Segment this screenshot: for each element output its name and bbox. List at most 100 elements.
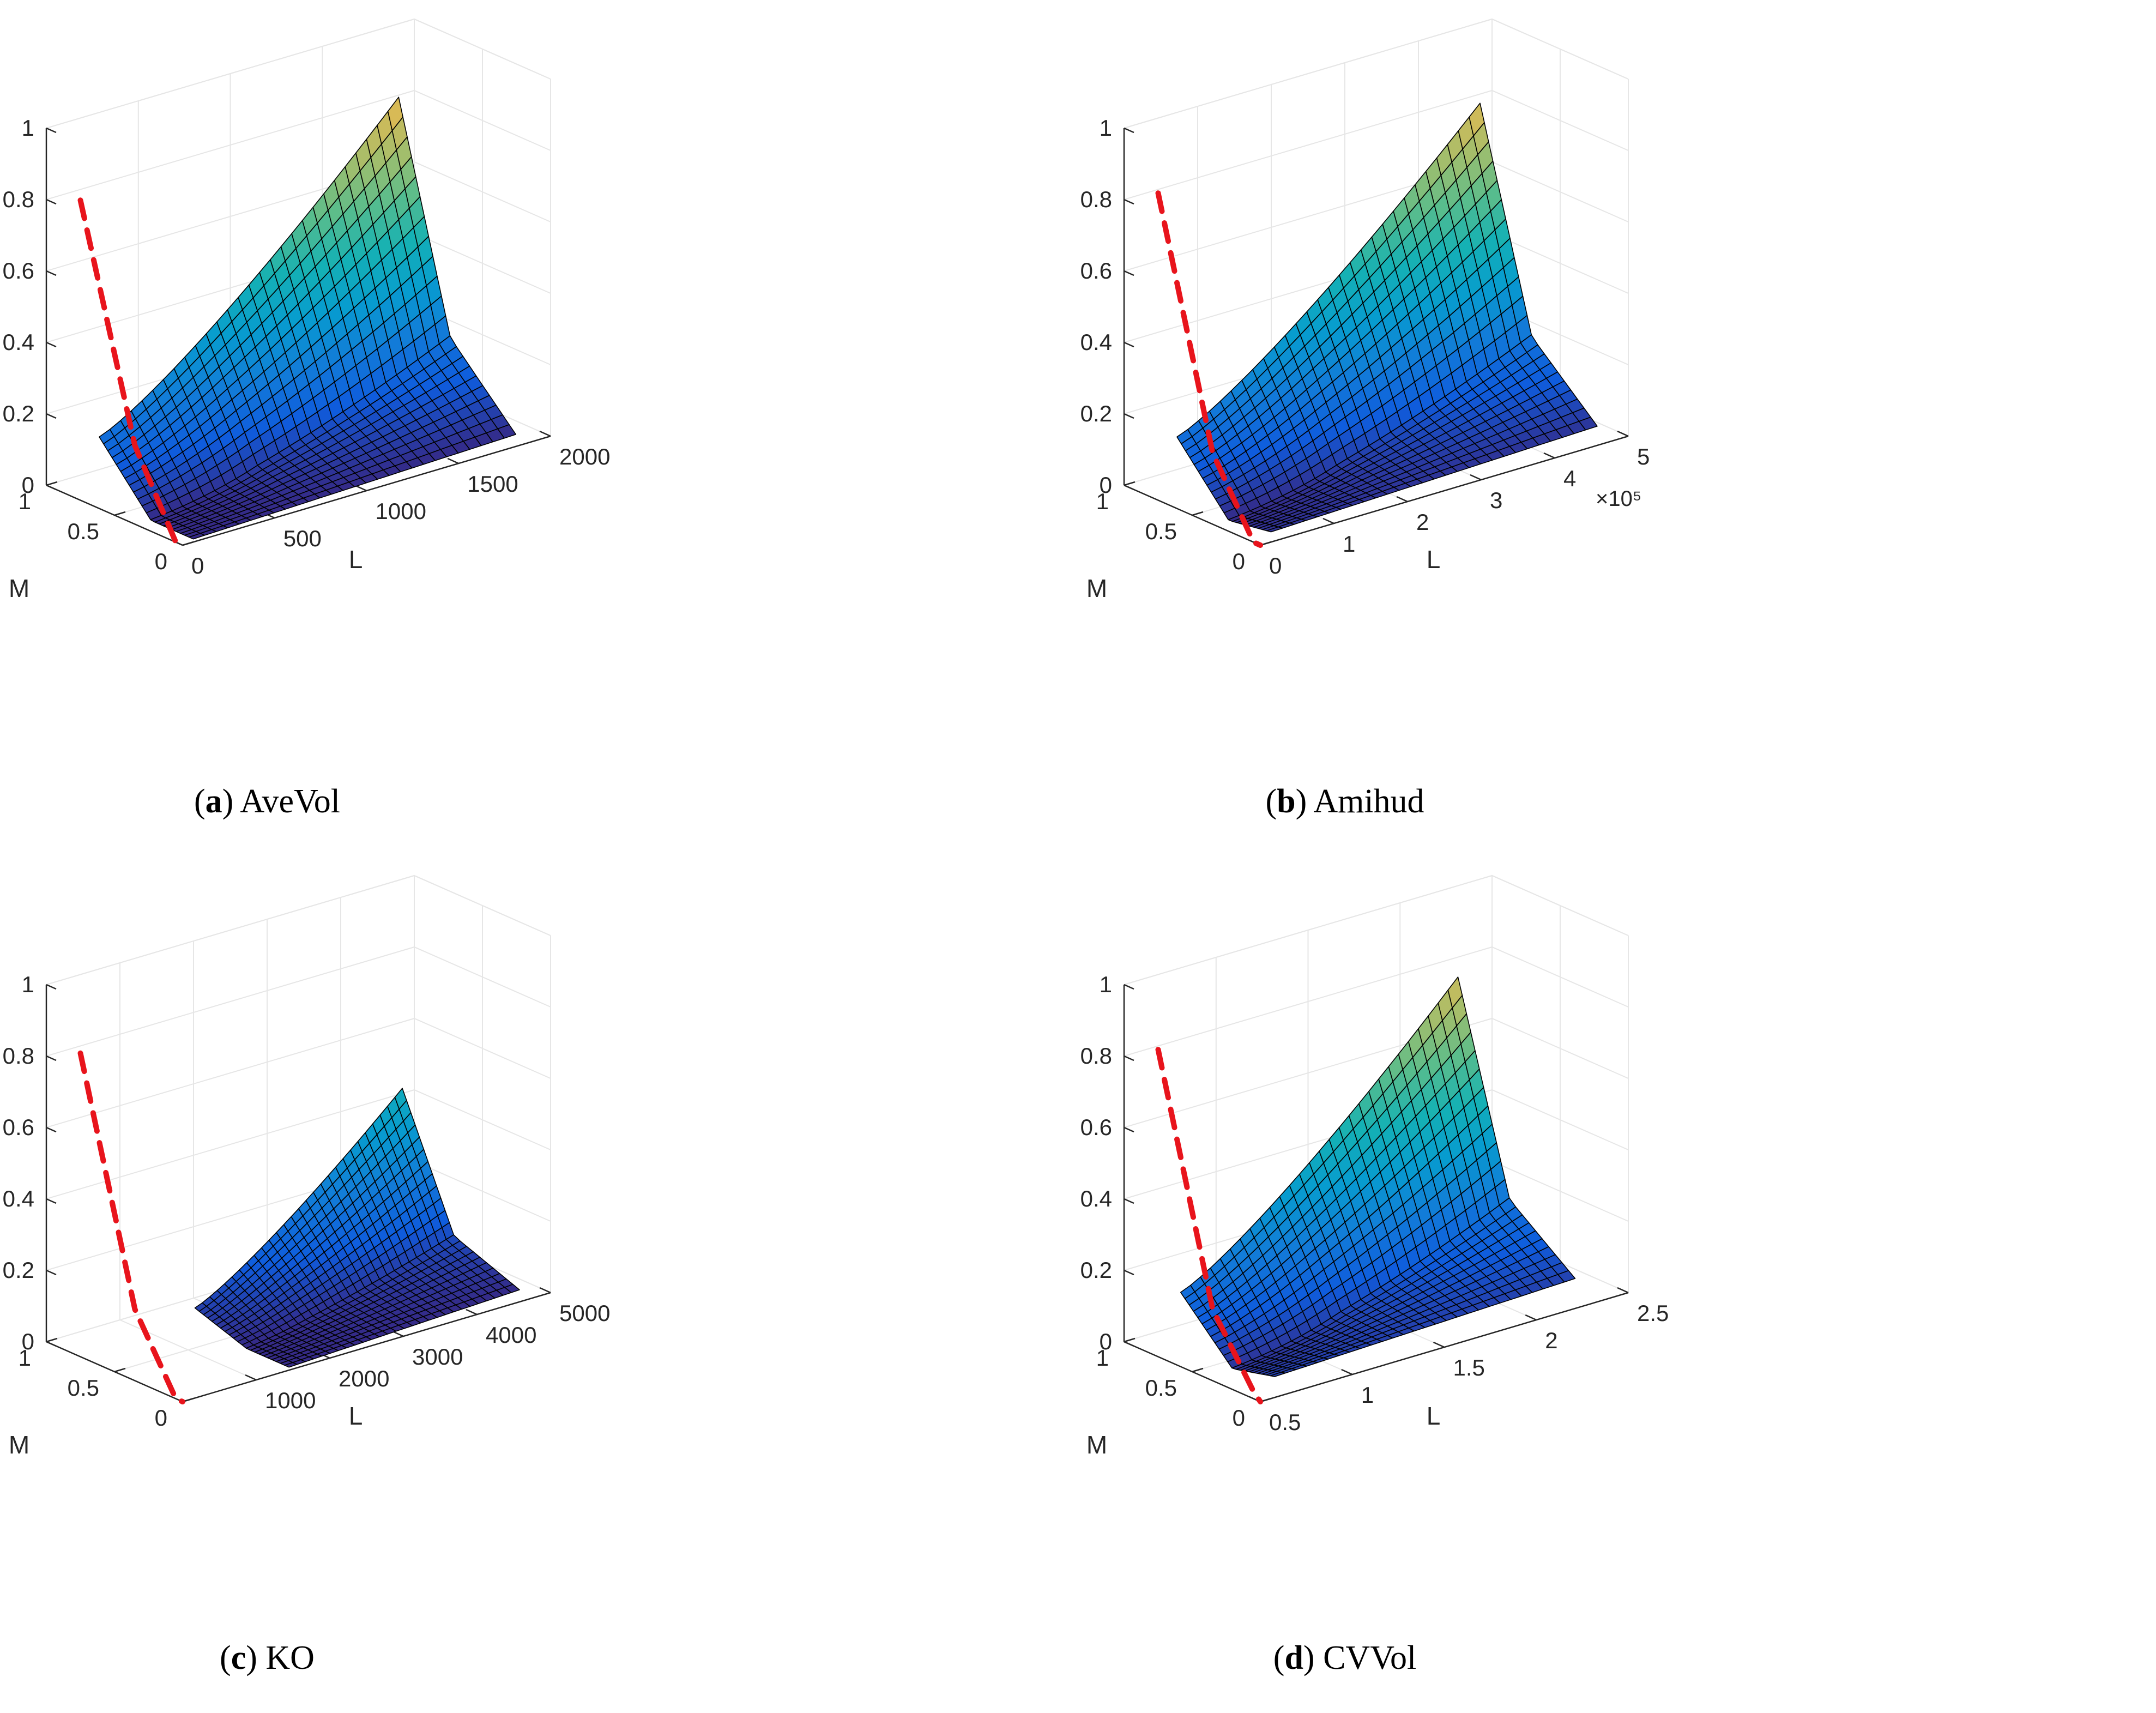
panel-c-z-tick-0 (46, 1341, 57, 1347)
panel-c-l-tick-label-1: 2000 (339, 1366, 389, 1391)
panel-b-l-tick-label-3: 3 (1490, 487, 1502, 513)
panel-c-z-tick-label-1: 0.2 (3, 1257, 34, 1283)
panel-a-l-tick-label-2: 1000 (376, 498, 426, 524)
panel-a-z-tick-4 (46, 198, 57, 205)
panel-b-l-tick-label-0: 0 (1269, 553, 1282, 578)
panel-a-l-tick-4 (539, 430, 551, 437)
panel-d-zgrid-4 (1124, 946, 1629, 1057)
panel-b-z-tick-label-0: 0 (1100, 472, 1112, 498)
panel-b-l-tick-label-4: 4 (1563, 466, 1576, 491)
panel-b-l-tick-3 (1470, 474, 1482, 481)
panel-d-l-axis-label: L (1427, 1402, 1441, 1430)
panel-b-z-tick-label-3: 0.6 (1080, 258, 1112, 284)
panel-a-z-tick-5 (46, 127, 57, 134)
panel-d-z-tick-2 (1124, 1198, 1134, 1204)
panel-d-z-tick-label-1: 0.2 (1080, 1257, 1112, 1283)
panel-d-surface-facet-27-0 (1557, 1270, 1576, 1283)
panel-c-axes: 00.20.40.60.8100.5110002000300040005000V… (3, 972, 611, 1459)
panel-a-zgrid-4 (46, 89, 551, 200)
panel-b-m-tick-label-2: 1 (1096, 488, 1109, 514)
panel-c-l-tick-label-4: 5000 (559, 1300, 610, 1326)
panel-c-zgrid-2 (46, 1089, 551, 1199)
panel-b-z-tick-4 (1124, 198, 1134, 205)
panel-b-zgrid-5 (1124, 18, 1629, 129)
panel-a-z-tick-1 (46, 413, 57, 419)
panel-d-m-tick-1 (1192, 1367, 1204, 1373)
panel-a-caption: (a) AveVol (194, 783, 340, 820)
panel-d-surface (1180, 976, 1576, 1377)
panel-c-lgrid-0 (119, 963, 257, 1380)
panel-b-l-axis-line (1260, 435, 1629, 546)
panel-a-l-tick-label-0: 0 (191, 553, 204, 578)
panel-c-z-tick-label-2: 0.4 (3, 1186, 34, 1211)
panel-c-surface-facet-27-0 (504, 1283, 520, 1293)
panel-a-m-axis-label: M (9, 574, 29, 602)
panel-d-z-tick-3 (1124, 1126, 1134, 1133)
panel-d-l-tick-label-1: 1 (1361, 1382, 1374, 1408)
panel-c-z-tick-label-4: 0.8 (3, 1043, 34, 1069)
panel-b-l-exponent: ×10⁵ (1596, 487, 1641, 511)
panel-d-l-tick-4 (1617, 1287, 1629, 1294)
panel-a-m-tick-1 (114, 511, 126, 516)
panel-c-z-tick-3 (46, 1126, 57, 1133)
panel-d-boundary-line (1155, 1047, 1263, 1404)
plot-c-svg: 00.20.40.60.8100.5110002000300040005000V… (3, 874, 611, 1676)
panel-c-z-tick-label-5: 1 (22, 972, 34, 997)
panel-d-z-tick-label-0: 0 (1100, 1329, 1112, 1354)
panel-c-m-tick-label-1: 0.5 (68, 1375, 99, 1401)
panel-a-l-tick-label-3: 1500 (467, 471, 518, 497)
panel-c-z-tick-label-3: 0.6 (3, 1114, 34, 1140)
panel-b-m-axis-label: M (1086, 574, 1107, 602)
panel-d-l-tick-1 (1341, 1368, 1353, 1376)
panel-d-z-tick-label-3: 0.6 (1080, 1114, 1112, 1140)
panel-a-z-tick-2 (46, 341, 57, 348)
panel-d-l-tick-label-3: 2 (1545, 1328, 1557, 1353)
panel-b-z-tick-2 (1124, 341, 1134, 348)
panel-d-z-tick-4 (1124, 1055, 1134, 1061)
panel-b-l-tick-label-1: 1 (1343, 531, 1355, 557)
panel-b-surface (1176, 102, 1598, 533)
panel-d-m-tick-label-0: 0 (1233, 1405, 1245, 1431)
panel-a-m-tick-0 (182, 541, 194, 546)
panel-c-l-tick-label-3: 4000 (486, 1322, 536, 1348)
panel-d-l-tick-label-2: 1.5 (1453, 1355, 1485, 1380)
panel-c-l-tick-3 (466, 1308, 478, 1316)
panel-c-l-tick-4 (539, 1287, 551, 1294)
panel-c-boundary-line (77, 1050, 185, 1404)
panel-c-zgrid-5 (46, 874, 551, 985)
panel-a-z-tick-0 (46, 484, 57, 491)
panel-a-l-axis-label: L (349, 545, 363, 574)
panel-c-z-tick-label-0: 0 (22, 1329, 34, 1354)
panel-b-l-tick-4 (1543, 452, 1555, 459)
panel-d-m-tick-2 (1124, 1337, 1136, 1343)
panel-d-l-tick-label-0: 0.5 (1269, 1409, 1301, 1435)
panel-c-l-axis-line (182, 1292, 551, 1403)
panel-a-m-tick-label-0: 0 (155, 548, 167, 574)
panel-b-m-tick-label-1: 0.5 (1145, 518, 1177, 544)
panel-d-box-top (1124, 874, 1629, 985)
panel-c-caption: (c) KO (220, 1639, 315, 1676)
panel-c-l-tick-0 (245, 1374, 257, 1381)
panel-a-z-tick-label-2: 0.4 (3, 329, 34, 355)
panel-c-m-tick-label-0: 0 (155, 1405, 167, 1431)
panel-b-l-axis-label: L (1427, 545, 1441, 574)
panel-d-m-axis-label: M (1086, 1431, 1107, 1459)
panel-b-caption: (b) Amihud (1265, 783, 1424, 820)
panel-c-z-tick-1 (46, 1269, 57, 1276)
panel-b-l-tick-label-5: 5 (1637, 444, 1650, 469)
panel-a-l-tick-3 (447, 457, 459, 465)
panel-b-z-tick-5 (1124, 127, 1134, 134)
panel-b-m-tick-label-0: 0 (1233, 548, 1245, 574)
panel-a-z-tick-label-3: 0.6 (3, 258, 34, 284)
panel-b-z-tick-label-4: 0.8 (1080, 186, 1112, 212)
panel-b-surface-facet-27-0 (1578, 417, 1598, 431)
panel-b-zgrid-4 (1124, 89, 1629, 200)
panel-a-z-tick-3 (46, 270, 57, 276)
panel-a-l-tick-label-1: 500 (283, 526, 322, 551)
panel-d-z-tick-label-4: 0.8 (1080, 1043, 1112, 1069)
panel-a-z-tick-label-0: 0 (22, 472, 34, 498)
